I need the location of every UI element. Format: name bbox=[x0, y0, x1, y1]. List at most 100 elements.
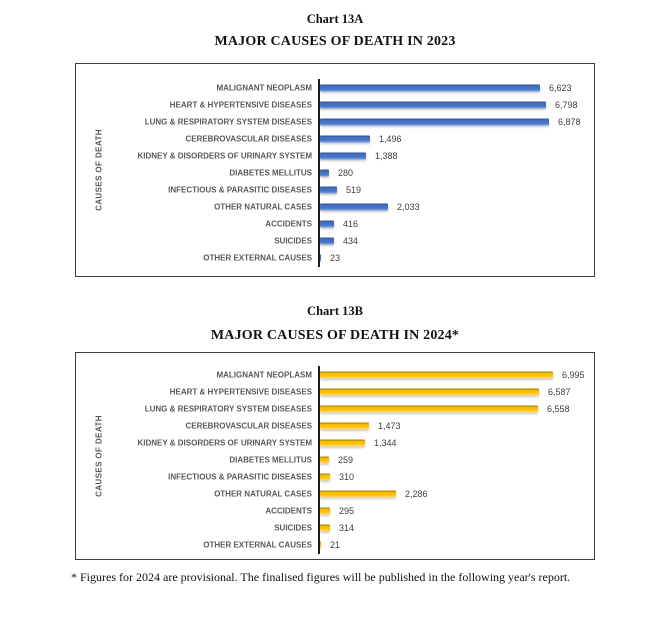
chart-row: INFECTIOUS & PARASITIC DISEASES 310 bbox=[76, 469, 592, 486]
data-bar bbox=[320, 186, 337, 194]
chart-row: OTHER NATURAL CASES 2,033 bbox=[76, 199, 592, 216]
category-label: DIABETES MELLITUS bbox=[229, 168, 312, 178]
value-label: 259 bbox=[338, 455, 354, 466]
chart-13b-category-axis-line bbox=[318, 366, 320, 554]
chart-row: SUICIDES 434 bbox=[76, 233, 592, 250]
chart-row: OTHER NATURAL CASES 2,286 bbox=[76, 486, 592, 503]
data-bar bbox=[320, 490, 396, 498]
value-label: 6,995 bbox=[562, 369, 585, 380]
category-label: ACCIDENTS bbox=[265, 506, 312, 516]
category-label: MALIGNANT NEOPLASM bbox=[216, 370, 312, 380]
provisional-figures-footnote: * Figures for 2024 are provisional. The … bbox=[71, 570, 571, 584]
data-bar bbox=[320, 439, 365, 447]
value-label: 1,473 bbox=[378, 420, 401, 431]
data-bar bbox=[320, 203, 388, 211]
category-label: CEREBROVASCULAR DISEASES bbox=[185, 134, 312, 144]
data-bar bbox=[320, 220, 334, 228]
category-label: HEART & HYPERTENSIVE DISEASES bbox=[169, 387, 312, 397]
chart-row: OTHER EXTERNAL CAUSES 23 bbox=[76, 250, 592, 267]
chart-13b-plot-area: CAUSES OF DEATH MALIGNANT NEOPLASM 6,995 H… bbox=[75, 352, 595, 560]
category-label: INFECTIOUS & PARASITIC DISEASES bbox=[168, 185, 312, 195]
chart-row: KIDNEY & DISORDERS OF URINARY SYSTEM 1,38… bbox=[76, 147, 592, 164]
category-label: KIDNEY & DISORDERS OF URINARY SYSTEM bbox=[137, 151, 312, 161]
value-label: 280 bbox=[338, 168, 354, 179]
chart-row: CEREBROVASCULAR DISEASES 1,473 bbox=[76, 417, 592, 434]
data-bar bbox=[320, 524, 330, 532]
data-bar bbox=[320, 237, 334, 245]
chart-row: MALIGNANT NEOPLASM 6,995 bbox=[76, 366, 592, 383]
value-label: 1,388 bbox=[375, 150, 398, 161]
value-label: 6,558 bbox=[547, 403, 570, 414]
data-bar bbox=[320, 371, 553, 379]
data-bar bbox=[320, 135, 370, 143]
data-bar bbox=[320, 152, 366, 160]
chart-13a-rows: MALIGNANT NEOPLASM 6,623 HEART & HYPERTENS… bbox=[76, 79, 592, 267]
chart-13b-rows: MALIGNANT NEOPLASM 6,995 HEART & HYPERTENS… bbox=[76, 366, 592, 554]
value-label: 23 bbox=[330, 253, 341, 264]
data-bar bbox=[320, 118, 549, 126]
chart-13a-title: Chart 13A bbox=[306, 12, 364, 26]
value-label: 6,878 bbox=[558, 116, 581, 127]
chart-row: DIABETES MELLITUS 280 bbox=[76, 164, 592, 181]
chart-13a-plot-area: CAUSES OF DEATH MALIGNANT NEOPLASM 6,623 H… bbox=[75, 63, 595, 277]
data-bar bbox=[320, 84, 540, 92]
value-label: 1,344 bbox=[374, 437, 397, 448]
category-label: OTHER EXTERNAL CAUSES bbox=[203, 253, 312, 263]
value-label: 6,587 bbox=[548, 386, 571, 397]
data-bar bbox=[320, 405, 538, 413]
value-label: 2,033 bbox=[397, 202, 420, 213]
category-label: CEREBROVASCULAR DISEASES bbox=[185, 421, 312, 431]
data-bar bbox=[320, 422, 369, 430]
category-label: LUNG & RESPIRATORY SYSTEM DISEASES bbox=[144, 117, 312, 127]
data-bar bbox=[320, 456, 329, 464]
category-label: KIDNEY & DISORDERS OF URINARY SYSTEM bbox=[137, 438, 312, 448]
chart-row: LUNG & RESPIRATORY SYSTEM DISEASES 6,878 bbox=[76, 113, 592, 130]
value-label: 310 bbox=[339, 472, 355, 483]
value-label: 434 bbox=[343, 236, 359, 247]
value-label: 314 bbox=[339, 523, 355, 534]
chart-row: SUICIDES 314 bbox=[76, 520, 592, 537]
category-label: ACCIDENTS bbox=[265, 219, 312, 229]
chart-row: HEART & HYPERTENSIVE DISEASES 6,587 bbox=[76, 383, 592, 400]
chart-13b-title: Chart 13B bbox=[307, 304, 363, 318]
data-bar bbox=[320, 169, 329, 177]
data-bar bbox=[320, 101, 546, 109]
category-label: INFECTIOUS & PARASITIC DISEASES bbox=[168, 472, 312, 482]
chart-13a-subtitle: MAJOR CAUSES OF DEATH IN 2023 bbox=[214, 34, 456, 49]
chart-row: ACCIDENTS 416 bbox=[76, 216, 592, 233]
value-label: 2,286 bbox=[405, 489, 428, 500]
category-label: HEART & HYPERTENSIVE DISEASES bbox=[169, 100, 312, 110]
chart-row: HEART & HYPERTENSIVE DISEASES 6,798 bbox=[76, 96, 592, 113]
data-bar bbox=[320, 254, 321, 262]
category-label: MALIGNANT NEOPLASM bbox=[216, 83, 312, 93]
chart-row: OTHER EXTERNAL CAUSES 21 bbox=[76, 537, 592, 554]
chart-row: KIDNEY & DISORDERS OF URINARY SYSTEM 1,34… bbox=[76, 434, 592, 451]
chart-row: LUNG & RESPIRATORY SYSTEM DISEASES 6,558 bbox=[76, 400, 592, 417]
data-bar bbox=[320, 388, 539, 396]
data-bar bbox=[320, 473, 330, 481]
value-label: 6,798 bbox=[555, 99, 578, 110]
chart-row: DIABETES MELLITUS 259 bbox=[76, 451, 592, 468]
value-label: 519 bbox=[346, 185, 362, 196]
category-label: LUNG & RESPIRATORY SYSTEM DISEASES bbox=[144, 404, 312, 414]
chart-row: INFECTIOUS & PARASITIC DISEASES 519 bbox=[76, 182, 592, 199]
value-label: 416 bbox=[343, 219, 359, 230]
data-bar bbox=[320, 507, 330, 515]
category-label: SUICIDES bbox=[274, 523, 312, 533]
chart-13a-category-axis-line bbox=[318, 79, 320, 267]
category-label: OTHER NATURAL CASES bbox=[214, 202, 312, 212]
chart-13b-subtitle: MAJOR CAUSES OF DEATH IN 2024* bbox=[210, 328, 460, 343]
value-label: 21 bbox=[330, 540, 341, 551]
value-label: 1,496 bbox=[379, 133, 402, 144]
chart-row: ACCIDENTS 295 bbox=[76, 503, 592, 520]
category-label: OTHER EXTERNAL CAUSES bbox=[203, 540, 312, 550]
data-bar bbox=[320, 541, 321, 549]
category-label: OTHER NATURAL CASES bbox=[214, 489, 312, 499]
chart-row: CEREBROVASCULAR DISEASES 1,496 bbox=[76, 130, 592, 147]
chart-row: MALIGNANT NEOPLASM 6,623 bbox=[76, 79, 592, 96]
value-label: 295 bbox=[339, 506, 355, 517]
category-label: DIABETES MELLITUS bbox=[229, 455, 312, 465]
value-label: 6,623 bbox=[549, 82, 572, 93]
category-label: SUICIDES bbox=[274, 236, 312, 246]
